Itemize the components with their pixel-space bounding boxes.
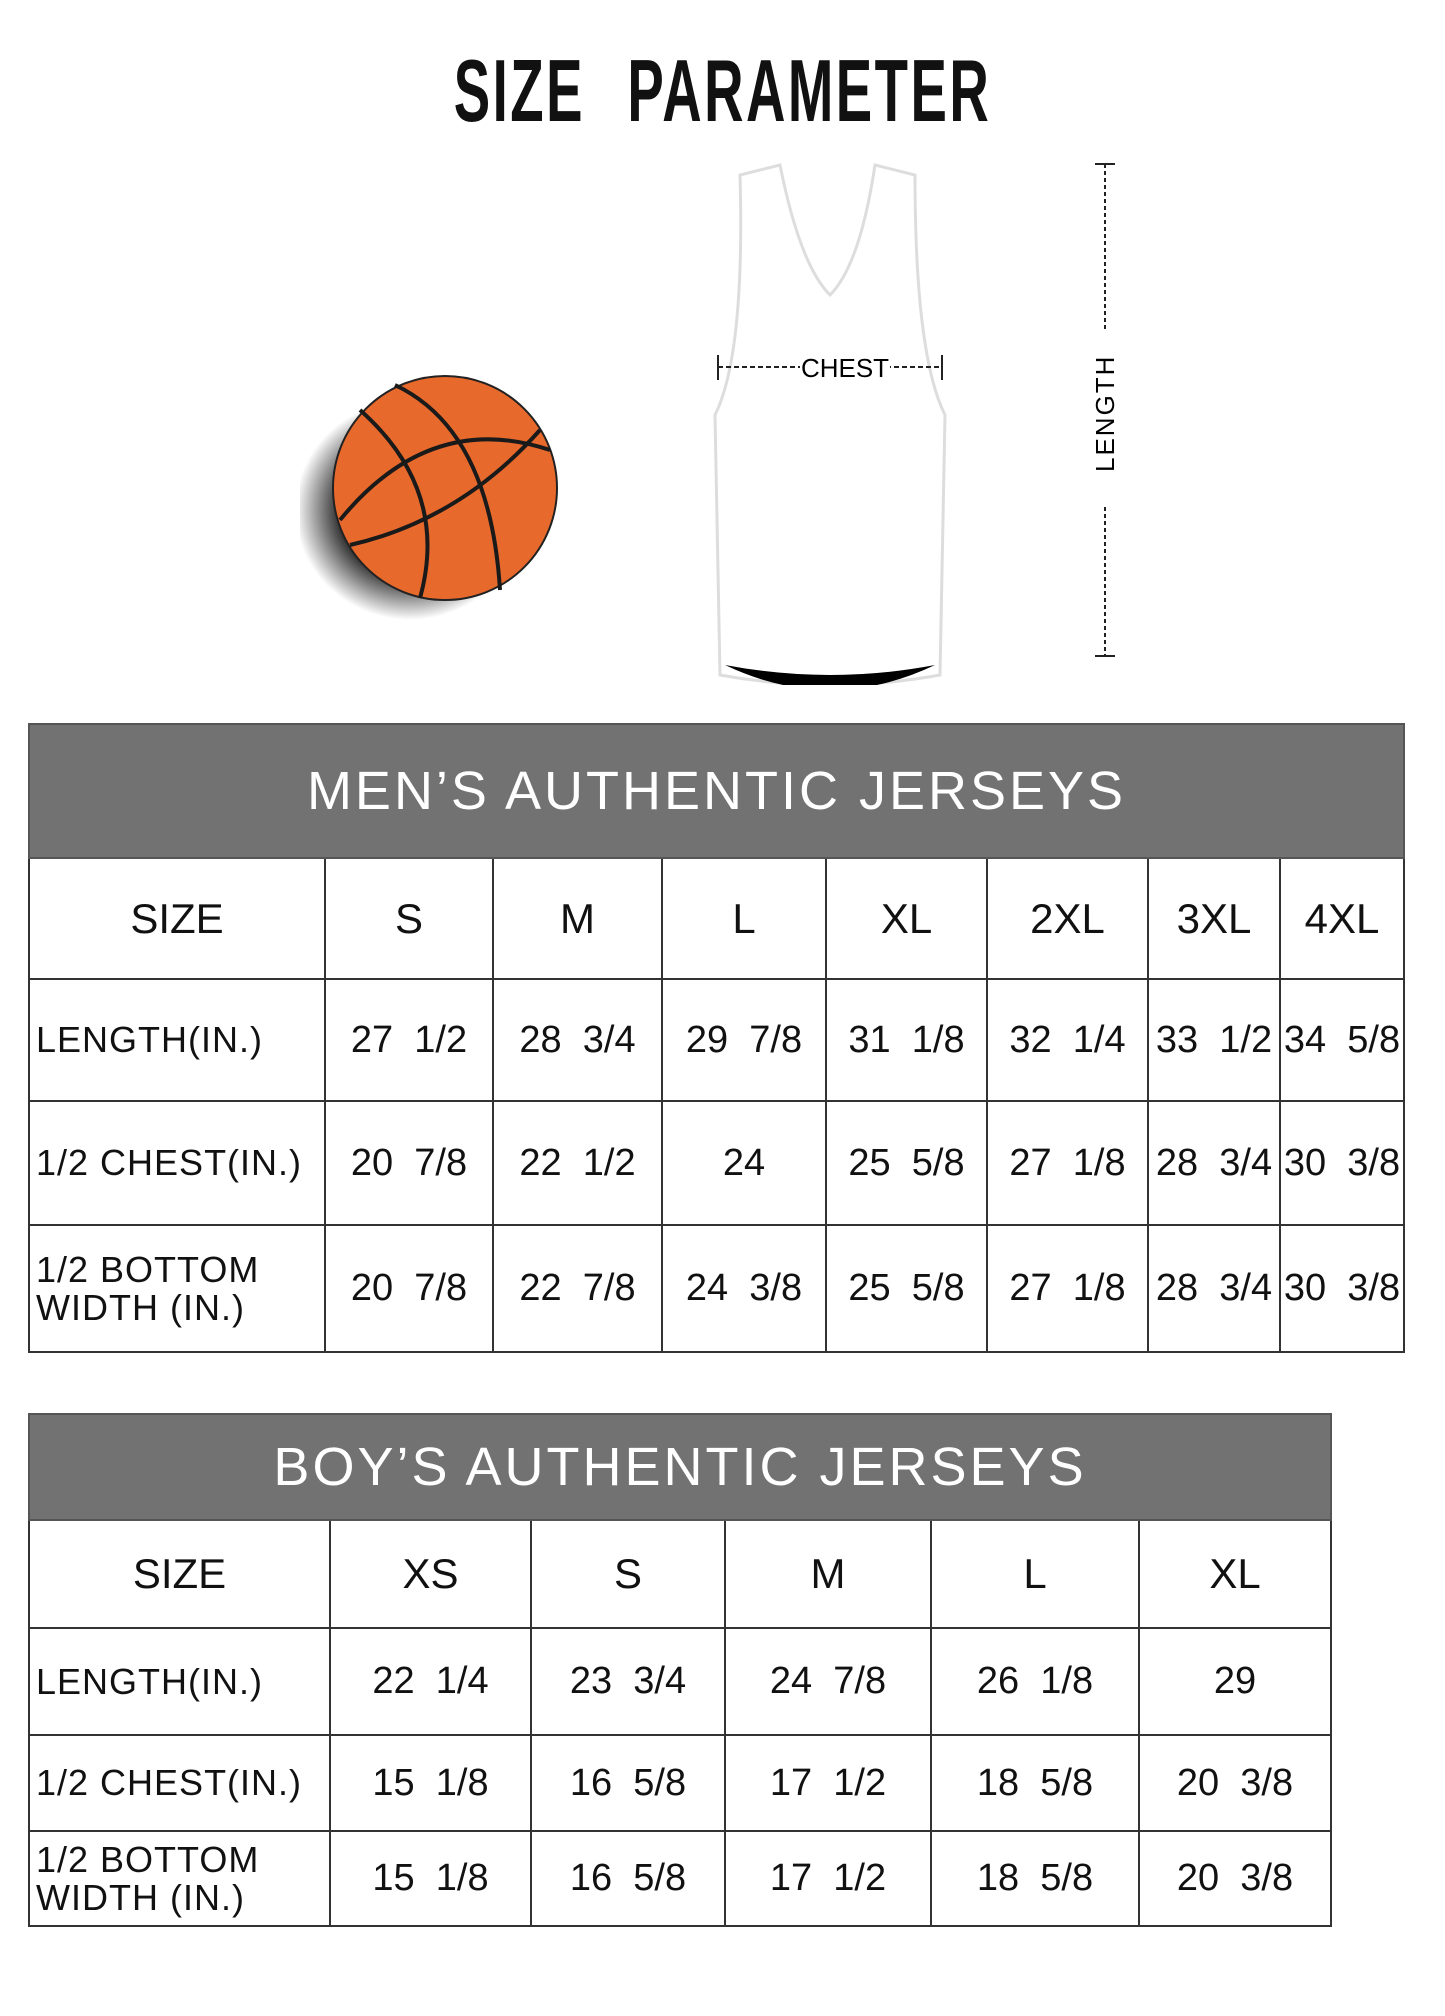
size-l: L	[930, 1519, 1140, 1629]
row-label: 1/2 CHEST(IN.)	[28, 1100, 326, 1226]
size-header-row: SIZE XS S M L XL	[28, 1519, 1333, 1629]
measurement-cell: 22 1/4	[329, 1627, 532, 1736]
measurement-cell: 24 3/8	[661, 1224, 827, 1353]
size-label: SIZE	[28, 857, 326, 980]
row-label: LENGTH(IN.)	[28, 978, 326, 1102]
measurement-cell: 28 3/4	[1147, 1100, 1281, 1226]
size-m: M	[492, 857, 663, 980]
size-s: S	[530, 1519, 726, 1629]
boys-table-heading: BOY’S AUTHENTIC JERSEYS	[27, 1413, 1333, 1521]
table-row: LENGTH(IN.) 27 1/2 28 3/4 29 7/8 31 1/8 32 1/…	[28, 978, 1405, 1102]
measurement-cell: 18 5/8	[930, 1734, 1140, 1832]
table-row: 1/2 CHEST(IN.) 15 1/8 16 5/8 17 1/2 18 5/8 20…	[28, 1734, 1333, 1832]
table-row: 1/2 BOTTOM WIDTH (IN.) 20 7/8 22 7/8 24 3/8…	[28, 1224, 1405, 1353]
measurement-cell: 27 1/8	[986, 1224, 1149, 1353]
size-2xl: 2XL	[986, 857, 1149, 980]
measurement-cell: 23 3/4	[530, 1627, 726, 1736]
measurement-cell: 20 7/8	[324, 1100, 494, 1226]
measurement-cell: 33 1/2	[1147, 978, 1281, 1102]
measurement-cell: 30 3/8	[1279, 1224, 1405, 1353]
jersey-diagram: CHEST	[713, 163, 947, 685]
measurement-cell: 31 1/8	[825, 978, 988, 1102]
measurement-cell: 22 7/8	[492, 1224, 663, 1353]
measurement-cell: 28 3/4	[1147, 1224, 1281, 1353]
size-m: M	[724, 1519, 932, 1629]
measurement-cell: 22 1/2	[492, 1100, 663, 1226]
size-xs: XS	[329, 1519, 532, 1629]
length-indicator: LENGTH	[1090, 163, 1120, 657]
size-3xl: 3XL	[1147, 857, 1281, 980]
measurement-cell: 20 3/8	[1137, 1830, 1333, 1927]
row-label: 1/2 CHEST(IN.)	[28, 1734, 331, 1832]
size-header-row: SIZE S M L XL 2XL 3XL 4XL	[28, 857, 1405, 980]
measurement-cell: 18 5/8	[930, 1830, 1140, 1927]
size-l: L	[661, 857, 827, 980]
measurement-cell: 16 5/8	[530, 1830, 726, 1927]
measurement-cell: 32 1/4	[986, 978, 1149, 1102]
measurement-cell: 28 3/4	[492, 978, 663, 1102]
row-label: 1/2 BOTTOM WIDTH (IN.)	[28, 1224, 326, 1353]
measurement-cell: 20 7/8	[324, 1224, 494, 1353]
measurement-cell: 27 1/8	[986, 1100, 1149, 1226]
row-label: LENGTH(IN.)	[28, 1627, 331, 1736]
measurement-cell: 20 3/8	[1137, 1734, 1333, 1832]
mens-table-heading: MEN’S AUTHENTIC JERSEYS	[28, 723, 1405, 859]
table-row: 1/2 BOTTOM WIDTH (IN.) 15 1/8 16 5/8 17 1/2…	[28, 1830, 1333, 1927]
measurement-cell: 27 1/2	[324, 978, 494, 1102]
page-title: SIZE PARAMETER	[453, 41, 992, 140]
size-s: S	[324, 857, 494, 980]
measurement-cell: 15 1/8	[329, 1734, 532, 1832]
row-label: 1/2 BOTTOM WIDTH (IN.)	[28, 1830, 331, 1927]
measurement-cell: 17 1/2	[724, 1734, 932, 1832]
table-row: LENGTH(IN.) 22 1/4 23 3/4 24 7/8 26 1/8 29	[28, 1627, 1333, 1736]
measurement-cell: 25 5/8	[825, 1100, 988, 1226]
size-xl: XL	[1137, 1519, 1333, 1629]
chest-label: CHEST	[801, 353, 889, 383]
measurement-cell: 30 3/8	[1279, 1100, 1405, 1226]
mens-size-table: MEN’S AUTHENTIC JERSEYS SIZE S M L XL 2XL 3XL 4…	[28, 723, 1405, 1353]
size-label: SIZE	[28, 1519, 331, 1629]
measurement-cell: 29 7/8	[661, 978, 827, 1102]
length-label: LENGTH	[1090, 355, 1120, 472]
measurement-cell: 16 5/8	[530, 1734, 726, 1832]
measurement-cell: 25 5/8	[825, 1224, 988, 1353]
measurement-cell: 24 7/8	[724, 1627, 932, 1736]
measurement-cell: 17 1/2	[724, 1830, 932, 1927]
boys-size-table: BOY’S AUTHENTIC JERSEYS SIZE XS S M L XL LENGT…	[27, 1413, 1333, 1927]
measurement-cell: 15 1/8	[329, 1830, 532, 1927]
measurement-cell: 29	[1137, 1627, 1333, 1736]
measurement-cell: 26 1/8	[930, 1627, 1140, 1736]
size-4xl: 4XL	[1279, 857, 1405, 980]
size-xl: XL	[825, 857, 988, 980]
measurement-cell: 24	[661, 1100, 827, 1226]
measurement-cell: 34 5/8	[1279, 978, 1405, 1102]
table-row: 1/2 CHEST(IN.) 20 7/8 22 1/2 24 25 5/8 27 1/8…	[28, 1100, 1405, 1226]
basketball-icon	[300, 375, 558, 620]
